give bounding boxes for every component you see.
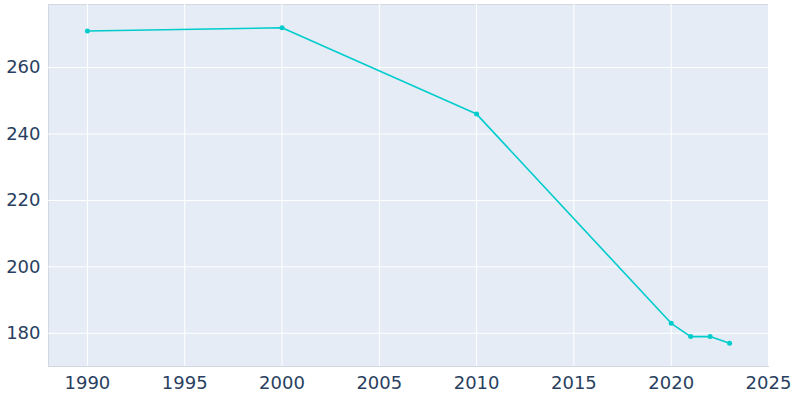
svg-text:240: 240 [6,123,40,144]
svg-text:180: 180 [6,322,40,343]
svg-text:2000: 2000 [259,372,305,393]
svg-text:2015: 2015 [551,372,597,393]
svg-text:200: 200 [6,256,40,277]
svg-text:2025: 2025 [746,372,792,393]
svg-text:2020: 2020 [648,372,694,393]
svg-text:1990: 1990 [65,372,111,393]
svg-text:260: 260 [6,56,40,77]
svg-text:220: 220 [6,189,40,210]
svg-text:2010: 2010 [454,372,500,393]
svg-text:2005: 2005 [356,372,402,393]
svg-text:1995: 1995 [162,372,208,393]
